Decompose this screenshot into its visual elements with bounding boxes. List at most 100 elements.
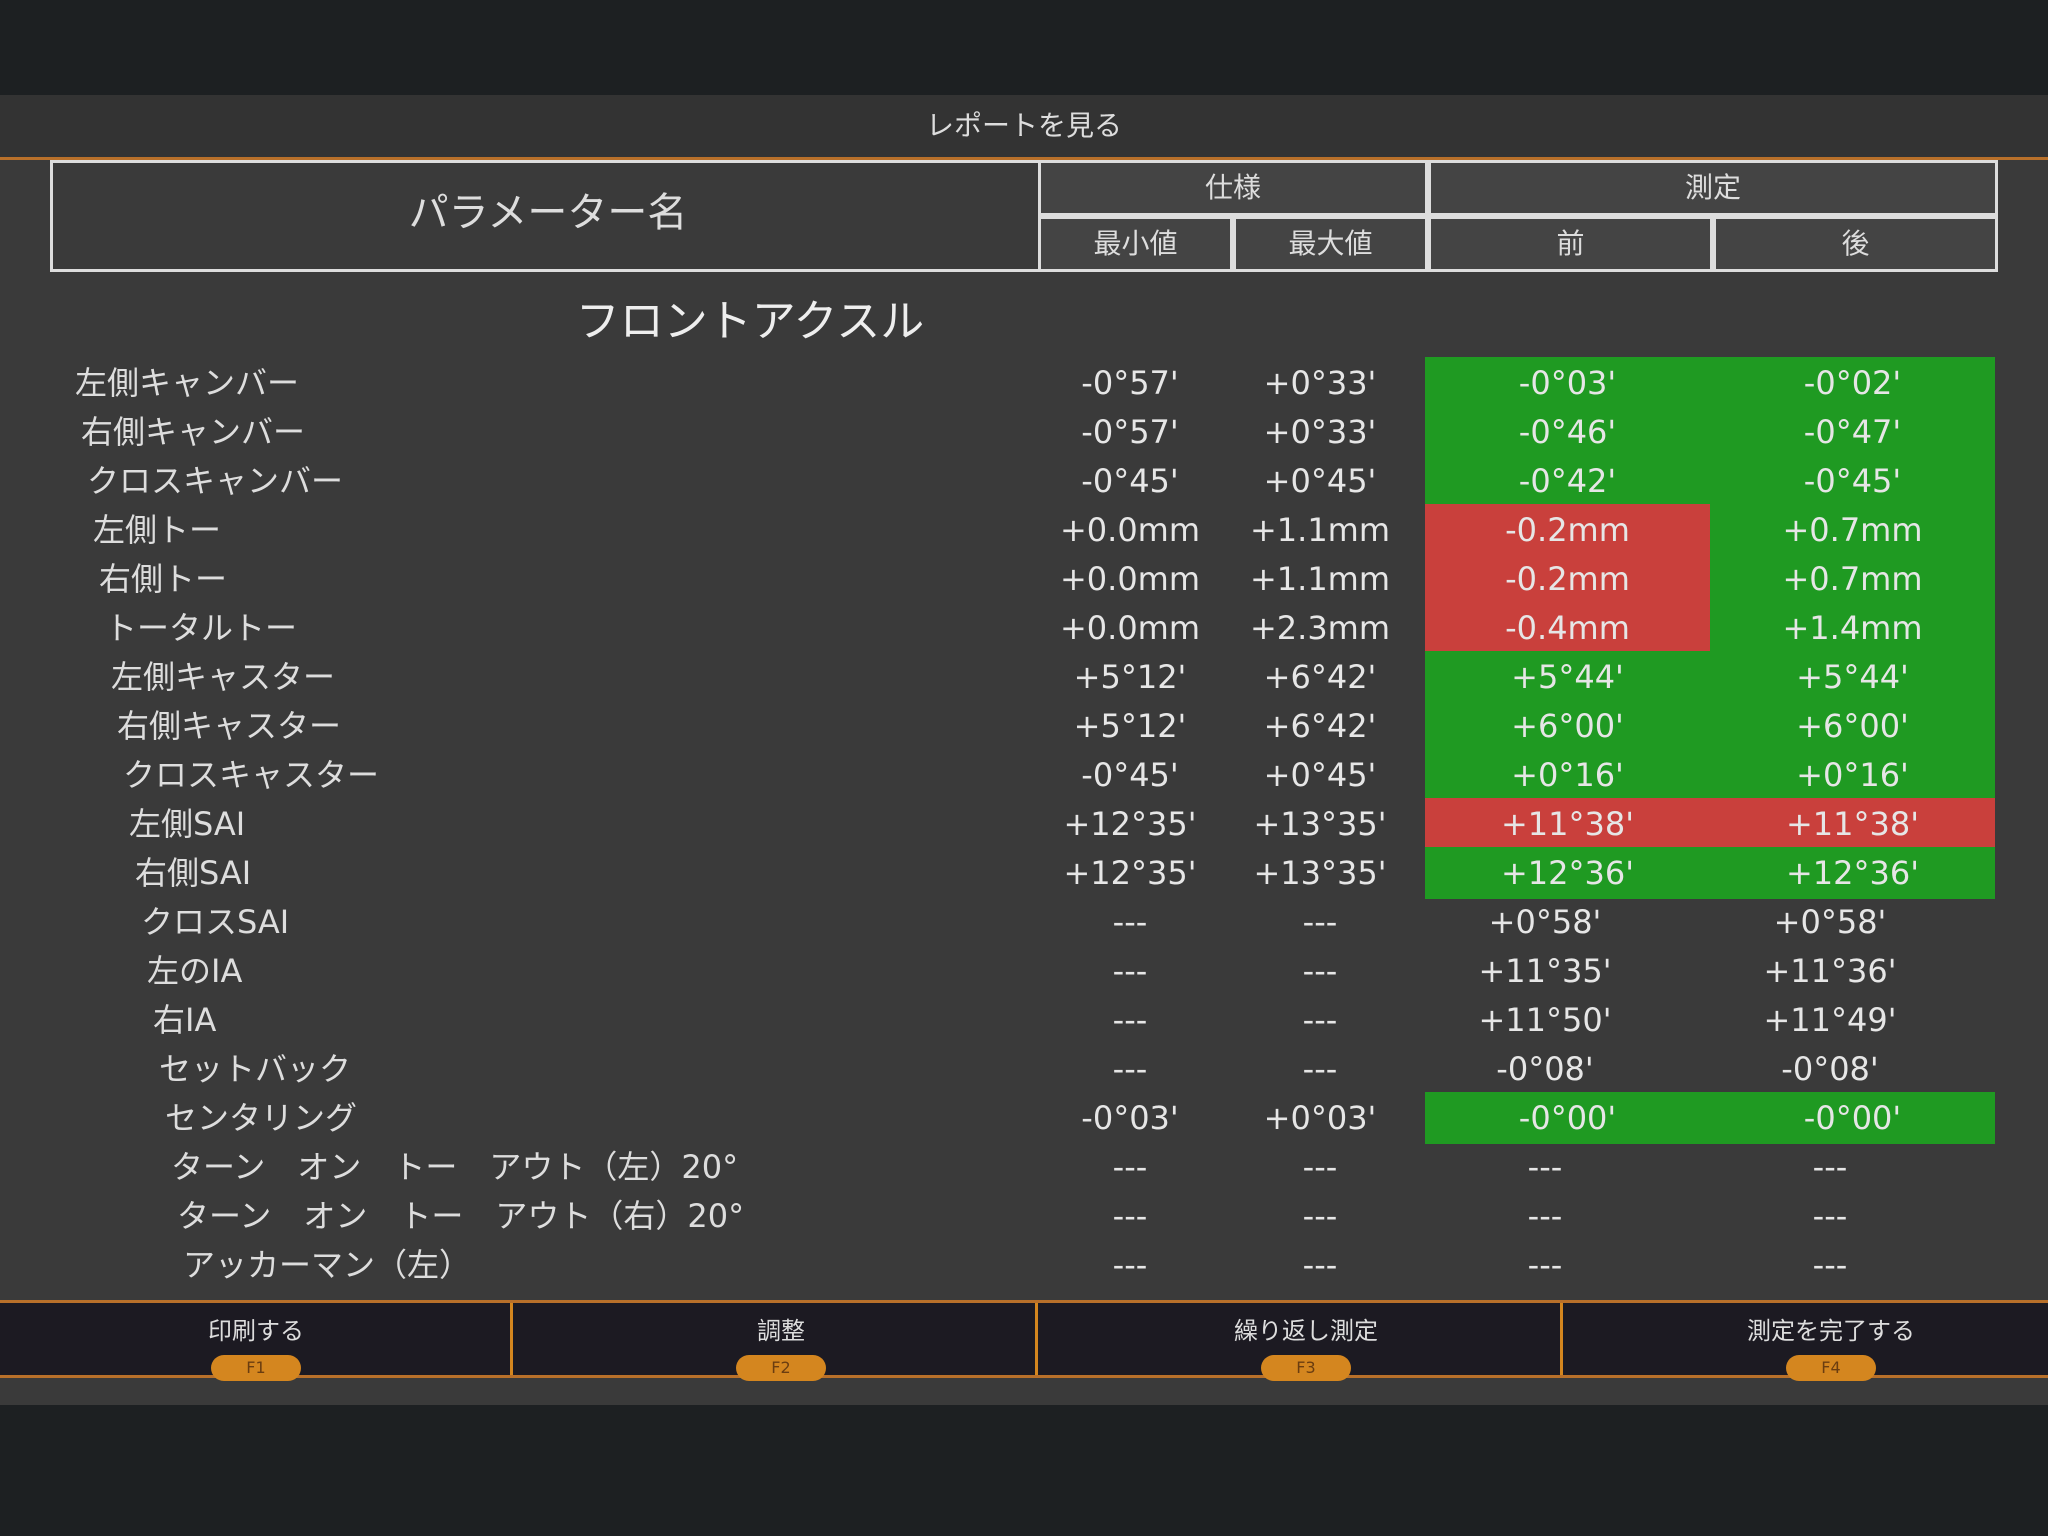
param-name: 左側キャスター — [111, 658, 336, 696]
spec-max: +0°33' — [1263, 413, 1377, 451]
measure-before: -0°42' — [1425, 455, 1710, 507]
header-before[interactable]: 前 — [1428, 216, 1713, 272]
measure-after: +11°36' — [1763, 952, 1897, 990]
measure-after: --- — [1812, 1148, 1848, 1186]
param-name: ターン オン トー アウト（右）20° — [177, 1197, 745, 1235]
spec-max: +6°42' — [1263, 707, 1377, 745]
table-row: ターン オン トー アウト（右）20° --- --- --- --- — [0, 1190, 2048, 1242]
measure-after: +1.4mm — [1710, 602, 1995, 654]
function-button-f3[interactable]: 繰り返し測定 F3 — [1050, 1303, 1562, 1381]
function-bar: 印刷する F1 調整 F2 繰り返し測定 F3 測定を完了する F4 — [0, 1300, 2048, 1381]
measure-before: --- — [1527, 1246, 1563, 1284]
measure-before: +11°35' — [1478, 952, 1612, 990]
measure-before: -0.4mm — [1425, 602, 1710, 654]
function-key-badge: F3 — [1261, 1355, 1351, 1381]
table-row: 右側キャンバー -0°57' +0°33' -0°46' -0°47' — [0, 406, 2048, 458]
table-row: セットバック --- --- -0°08' -0°08' — [0, 1043, 2048, 1095]
measure-before: -0.2mm — [1425, 553, 1710, 605]
measure-after: +0°16' — [1710, 749, 1995, 801]
param-name: 左側トー — [93, 511, 222, 549]
measure-after: +11°49' — [1763, 1001, 1897, 1039]
spec-min: -0°45' — [1081, 756, 1179, 794]
spec-min: -0°03' — [1081, 1099, 1179, 1137]
spec-min: +0.0mm — [1059, 511, 1201, 549]
spec-min: -0°45' — [1081, 462, 1179, 500]
spec-max: +0°03' — [1263, 1099, 1377, 1137]
table-row: 左側キャンバー -0°57' +0°33' -0°03' -0°02' — [0, 357, 2048, 409]
function-button-f1[interactable]: 印刷する F1 — [0, 1303, 512, 1381]
function-button-f4[interactable]: 測定を完了する F4 — [1575, 1303, 2048, 1381]
function-button-f2[interactable]: 調整 F2 — [525, 1303, 1037, 1381]
param-name: クロスキャスター — [123, 756, 380, 794]
spec-min: --- — [1112, 1197, 1148, 1235]
table-row: 右側SAI +12°35' +13°35' +12°36' +12°36' — [0, 847, 2048, 899]
table-row: クロスキャスター -0°45' +0°45' +0°16' +0°16' — [0, 749, 2048, 801]
spec-min: +12°35' — [1063, 805, 1197, 843]
table-row: センタリング -0°03' +0°03' -0°00' -0°00' — [0, 1092, 2048, 1144]
spec-max: --- — [1302, 903, 1338, 941]
param-name: 右側キャスター — [117, 707, 342, 745]
measure-after: +11°38' — [1710, 798, 1995, 850]
measure-before: -0°00' — [1425, 1092, 1710, 1144]
spec-max: +1.1mm — [1249, 511, 1391, 549]
param-name: 左側キャンバー — [75, 364, 300, 402]
measure-before: -0.2mm — [1425, 504, 1710, 556]
measure-after: +0.7mm — [1710, 553, 1995, 605]
function-key-badge: F4 — [1786, 1355, 1876, 1381]
param-name: セットバック — [159, 1050, 352, 1088]
spec-min: --- — [1112, 952, 1148, 990]
spec-max: --- — [1302, 1197, 1338, 1235]
header-min[interactable]: 最小値 — [1038, 216, 1233, 272]
spec-max: +6°42' — [1263, 658, 1377, 696]
function-key-badge: F2 — [736, 1355, 826, 1381]
measure-before: +11°50' — [1478, 1001, 1612, 1039]
measure-before: -0°08' — [1496, 1050, 1594, 1088]
param-name: クロスキャンバー — [87, 462, 344, 500]
header-param: パラメーター名 — [408, 190, 688, 236]
table-row: 右側トー +0.0mm +1.1mm -0.2mm +0.7mm — [0, 553, 2048, 605]
measure-before: +0°16' — [1425, 749, 1710, 801]
button-label: 印刷する — [208, 1317, 304, 1345]
measure-before: +11°38' — [1425, 798, 1710, 850]
button-label: 調整 — [757, 1317, 805, 1345]
table-row: ターン オン トー アウト（左）20° --- --- --- --- — [0, 1141, 2048, 1193]
measure-after: +0.7mm — [1710, 504, 1995, 556]
report-screen: レポートを見る パラメーター名 仕様 測定 最小値 最大値 前 後 フロントアク… — [0, 95, 2048, 1405]
spec-max: --- — [1302, 952, 1338, 990]
measure-before: +12°36' — [1425, 847, 1710, 899]
spec-min: +5°12' — [1073, 658, 1187, 696]
param-name: ターン オン トー アウト（左）20° — [171, 1148, 739, 1186]
measure-after: -0°08' — [1781, 1050, 1879, 1088]
measure-before: --- — [1527, 1148, 1563, 1186]
measure-before: +5°44' — [1425, 651, 1710, 703]
measure-after: +6°00' — [1710, 700, 1995, 752]
table-row: 左側キャスター +5°12' +6°42' +5°44' +5°44' — [0, 651, 2048, 703]
measure-after: -0°47' — [1710, 406, 1995, 458]
param-name: 右側キャンバー — [81, 413, 306, 451]
header-measure: 測定 — [1428, 160, 1998, 216]
button-label: 繰り返し測定 — [1234, 1317, 1378, 1345]
spec-min: --- — [1112, 1148, 1148, 1186]
param-name: 右側トー — [99, 560, 228, 598]
section-title: フロントアクスル — [575, 296, 925, 347]
spec-min: +12°35' — [1063, 854, 1197, 892]
spec-min: +5°12' — [1073, 707, 1187, 745]
param-name: トータルトー — [105, 609, 298, 647]
param-name: 左のIA — [147, 952, 243, 990]
function-key-badge: F1 — [211, 1355, 301, 1381]
spec-max: +0°33' — [1263, 364, 1377, 402]
param-name: 右側SAI — [135, 854, 252, 892]
table-row: クロスキャンバー -0°45' +0°45' -0°42' -0°45' — [0, 455, 2048, 507]
spec-max: --- — [1302, 1001, 1338, 1039]
param-name: アッカーマン（左） — [183, 1246, 472, 1284]
measure-before: +6°00' — [1425, 700, 1710, 752]
header-after[interactable]: 後 — [1713, 216, 1998, 272]
table-row: 左側トー +0.0mm +1.1mm -0.2mm +0.7mm — [0, 504, 2048, 556]
spec-min: -0°57' — [1081, 364, 1179, 402]
measure-after: --- — [1812, 1197, 1848, 1235]
table-header: パラメーター名 仕様 測定 最小値 最大値 前 後 — [50, 160, 1998, 272]
header-max[interactable]: 最大値 — [1233, 216, 1428, 272]
measure-before: -0°03' — [1425, 357, 1710, 409]
spec-min: --- — [1112, 1050, 1148, 1088]
measure-after: +5°44' — [1710, 651, 1995, 703]
